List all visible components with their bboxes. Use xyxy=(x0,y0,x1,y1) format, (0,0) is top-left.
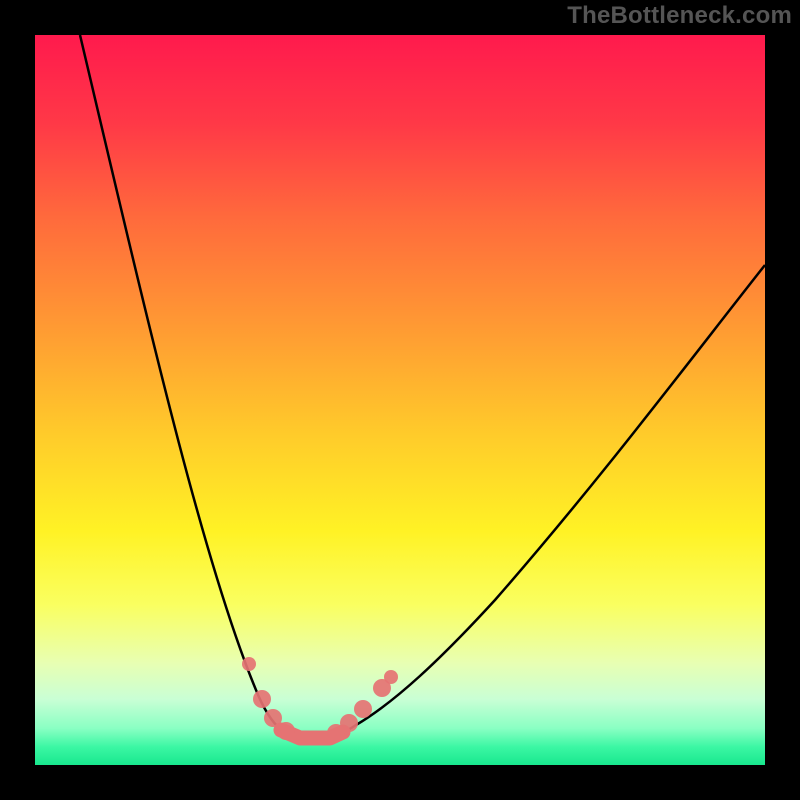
marker-point xyxy=(340,714,358,732)
marker-point xyxy=(277,722,295,740)
marker-point xyxy=(253,690,271,708)
marker-point xyxy=(264,709,282,727)
plot-background xyxy=(35,35,765,765)
bottleneck-chart xyxy=(0,0,800,800)
marker-point xyxy=(384,670,398,684)
watermark-text: TheBottleneck.com xyxy=(567,2,792,30)
chart-container: TheBottleneck.com xyxy=(0,0,800,800)
marker-point xyxy=(242,657,256,671)
marker-point xyxy=(354,700,372,718)
